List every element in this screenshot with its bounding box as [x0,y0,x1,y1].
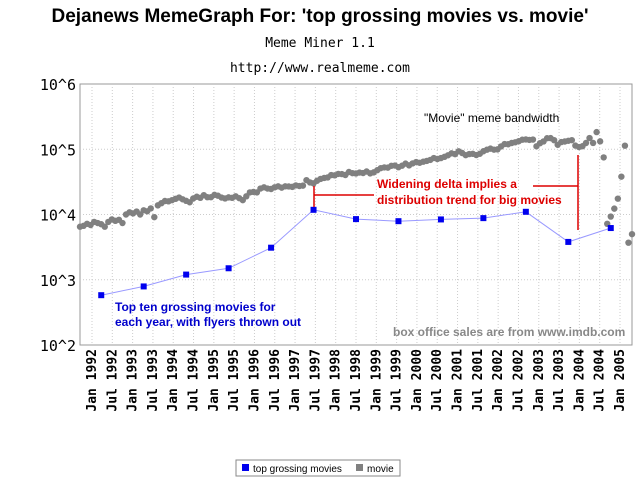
top-grossing-point [353,216,359,223]
x-tick-label: Jul 2001 [471,349,486,412]
movie-point [299,182,307,189]
movie-point [596,138,604,145]
x-tick-label: Jul 2004 [593,349,608,412]
top-grossing-point [183,271,190,278]
top-grossing-point [268,244,275,251]
x-axis-labels: Jan 1992 Jul 1992 Jan 1993 Jul 1993 Jan 1994… [85,349,628,412]
x-tick-label: Jan 1992 [85,349,100,412]
legend-swatch-top-grossing [242,464,249,471]
movie-point [586,134,593,142]
top-grossing-point [310,206,317,213]
movie-point [151,213,158,221]
y-axis-labels: 10^2 10^3 10^4 10^5 10^6 [40,76,76,355]
movie-point [550,136,558,144]
annotation-source: box office sales are from www.imdb.com [393,325,625,339]
y-tick-label: 10^2 [40,337,76,355]
x-tick-label: Jul 1999 [390,349,405,412]
top-grossing-point [522,208,529,215]
x-tick-label: Jul 1997 [308,349,323,412]
grid-lines [80,84,632,345]
annotation-movie-bandwidth: "Movie" meme bandwidth [424,111,559,125]
movie-point [147,205,154,212]
top-grossing-point [565,238,572,245]
annotation-top-ten-2: each year, with flyers thrown out [115,315,301,329]
top-grossing-point [140,283,147,290]
y-tick-label: 10^6 [40,76,76,94]
y-tick-label: 10^5 [40,141,76,159]
x-tick-label: Jul 1995 [227,349,242,412]
chart-title: Dejanews MemeGraph For: 'top grossing mo… [51,6,589,27]
annotation-top-ten-1: Top ten grossing movies for [115,300,276,314]
x-tick-label: Jan 2000 [410,349,425,412]
x-tick-label: Jan 1994 [166,349,181,412]
x-tick-label: Jan 2004 [572,349,587,412]
annotation-widening-delta-2: distribution trend for big movies [377,193,562,207]
legend-label-top-grossing: top grossing movies [253,464,342,475]
movie-point [628,230,636,238]
top-grossing-point [437,216,444,223]
top-grossing-point [225,265,232,272]
x-tick-label: Jan 1999 [369,349,384,412]
movie-point [529,136,537,143]
legend: top grossing movies movie [235,459,401,477]
movie-point [614,195,622,202]
annotations: "Movie" meme bandwidth Widening delta im… [115,111,625,339]
x-tick-label: Jul 1994 [187,349,202,412]
movie-point [136,211,144,218]
movie-point [568,136,576,144]
top-grossing-point [607,225,614,232]
movie-point [589,139,597,147]
legend-label-movie: movie [367,464,394,475]
movie-point [625,239,632,246]
x-tick-label: Jan 1997 [288,349,303,412]
movie-point [611,205,618,212]
x-tick-label: Jan 2001 [451,349,466,412]
chart-url: http://www.realmeme.com [229,61,410,76]
top-grossing-point [480,215,487,222]
x-tick-label: Jul 1992 [105,349,120,412]
x-tick-label: Jan 1993 [126,349,141,412]
movie-point [119,219,126,227]
movie-point [621,142,629,149]
annotation-widening-delta-1: Widening delta implies a [377,177,517,191]
x-tick-label: Jul 1996 [268,349,283,412]
chart-subtitle: Meme Miner 1.1 [265,36,375,51]
movie-point [593,128,600,136]
top-grossing-point [395,218,402,225]
x-tick-label: Jan 2003 [532,349,547,412]
x-tick-label: Jan 1995 [207,349,222,412]
top-grossing-point [98,292,105,299]
x-tick-label: Jan 1998 [329,349,344,412]
series-points [76,128,636,299]
movie-point [607,213,614,220]
legend-swatch-movie [356,464,363,471]
x-tick-label: Jul 1993 [146,349,161,412]
movie-point [600,154,607,161]
movie-point [582,139,590,147]
y-tick-label: 10^4 [40,207,76,225]
x-tick-label: Jul 2003 [552,349,567,412]
x-tick-label: Jan 1996 [247,349,262,412]
x-tick-label: Jul 2002 [511,349,526,412]
movie-point [618,173,625,180]
x-tick-label: Jul 1998 [349,349,364,412]
x-tick-label: Jul 2000 [430,349,445,412]
x-tick-label: Jan 2005 [613,349,628,412]
movie-point [101,223,108,230]
x-tick-label: Jan 2002 [491,349,506,412]
y-tick-label: 10^3 [40,272,76,290]
